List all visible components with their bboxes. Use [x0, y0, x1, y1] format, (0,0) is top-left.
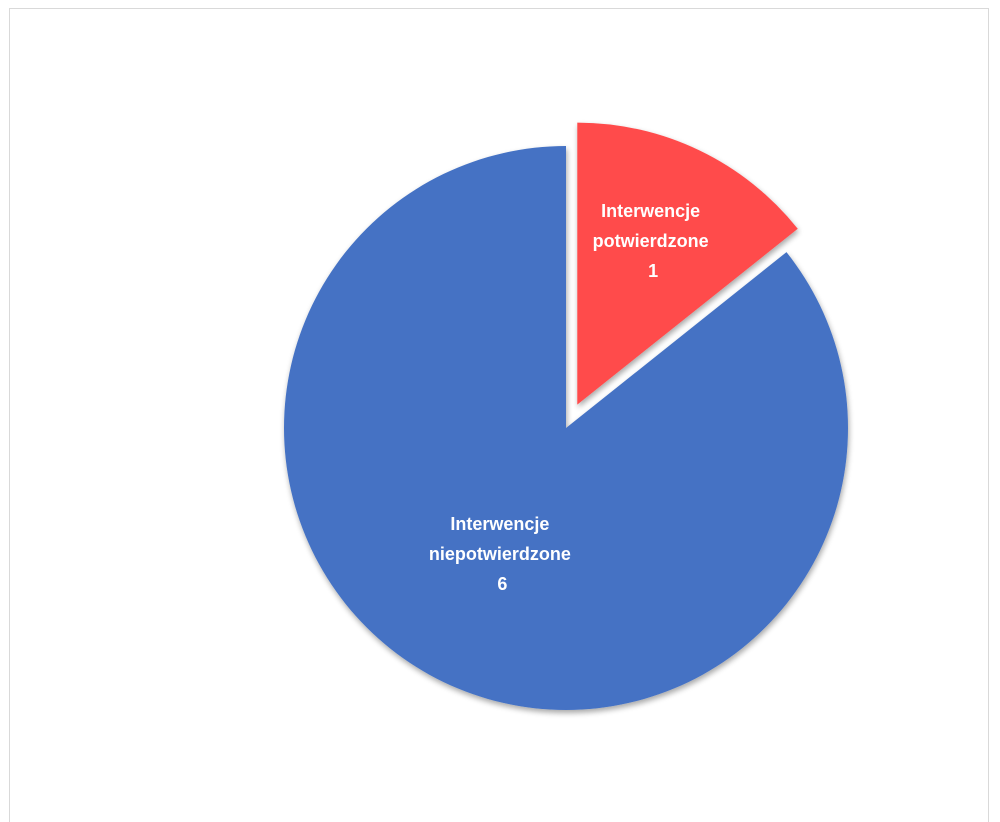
slice-label-niepotwierdzone-line2: niepotwierdzone	[429, 544, 571, 564]
pie-slice-niepotwierdzone	[283, 146, 848, 711]
slice-label-potwierdzone-line2: potwierdzone	[593, 231, 709, 251]
slice-label-niepotwierdzone-line1: Interwencje	[450, 514, 549, 534]
pie-slice-potwierdzone	[577, 122, 798, 405]
slice-label-niepotwierdzone: Interwencje niepotwierdzone 6	[429, 514, 576, 594]
slice-value-niepotwierdzone: 6	[497, 574, 507, 594]
slice-value-potwierdzone: 1	[648, 261, 658, 281]
slice-label-potwierdzone-line1: Interwencje	[601, 201, 700, 221]
slice-label-potwierdzone: Interwencje potwierdzone 1	[593, 201, 714, 281]
